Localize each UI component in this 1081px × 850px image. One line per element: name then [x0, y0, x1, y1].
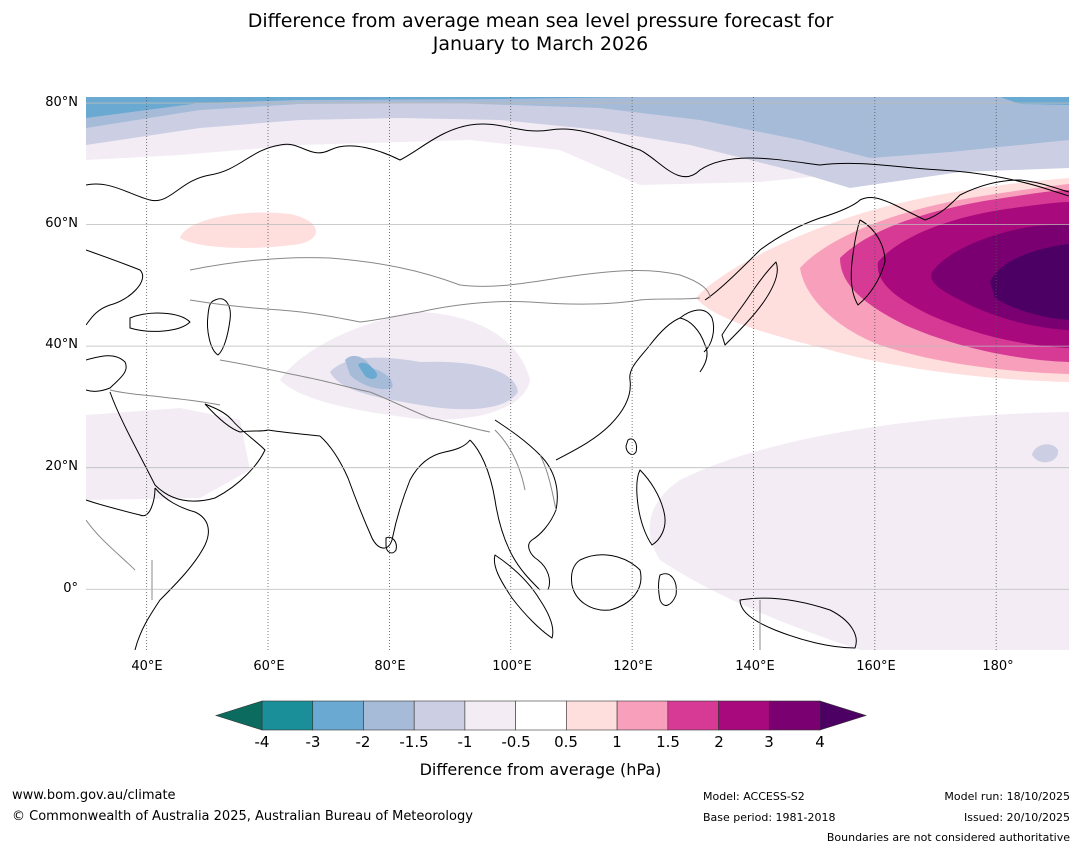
kamchatka	[850, 219, 886, 306]
map-area	[86, 97, 1069, 650]
china-east-coast	[555, 317, 708, 461]
caspian-sea	[207, 298, 231, 356]
border-india-china	[369, 391, 491, 433]
coastlines	[86, 123, 1069, 650]
india-coast	[319, 435, 471, 549]
lon-label-80e: 80°E	[374, 659, 406, 674]
website-link[interactable]: www.bom.gov.au/climate	[12, 788, 176, 803]
mediterranean-coast	[86, 355, 127, 392]
colorbar-tick: -4	[254, 733, 270, 751]
issued-date: Issued: 20/10/2025	[963, 811, 1070, 824]
africa-horn	[86, 487, 156, 517]
lon-label-100e: 100°E	[492, 659, 532, 674]
africa-east-coast	[134, 487, 209, 650]
colorbar-label: Difference from average (hPa)	[419, 760, 662, 779]
philippines	[636, 469, 666, 546]
colorbar-tick: 4	[815, 733, 825, 751]
colorbar-tick: 0.5	[554, 733, 578, 751]
lat-label-0: 0°	[63, 581, 78, 596]
lon-label-60e: 60°E	[253, 659, 285, 674]
arabia-coast	[109, 391, 266, 502]
bay-of-bengal-coast	[469, 439, 541, 591]
russia-anomaly-plus-0-5	[180, 212, 317, 248]
sri-lanka	[385, 536, 397, 554]
model-name: Model: ACCESS-S2	[703, 790, 805, 803]
borneo	[571, 554, 642, 611]
colorbar-tick: -1	[457, 733, 473, 751]
taiwan	[625, 438, 637, 455]
border-iran-afghanistan	[219, 359, 371, 393]
border-middle-east	[109, 389, 221, 406]
colorbar-tick: 3	[764, 733, 774, 751]
tibet-anomaly-minus-2	[358, 362, 378, 379]
gridlines	[86, 97, 1069, 650]
country-borders	[86, 257, 761, 650]
lat-label-20n: 20°N	[45, 459, 78, 474]
persian-gulf-coast	[204, 403, 321, 437]
colorbar-tick: -2	[355, 733, 371, 751]
lat-label-80n: 80°N	[45, 95, 78, 110]
border-southeast-asia	[494, 429, 557, 511]
lat-label-60n: 60°N	[45, 216, 78, 231]
border-russia-kazakhstan	[189, 257, 711, 299]
lon-label-40e: 40°E	[131, 659, 163, 674]
pacific-anomaly-plus-4	[990, 244, 1069, 320]
colorbar-tick: -1.5	[399, 733, 429, 751]
border-china-mongolia	[419, 297, 701, 313]
base-period: Base period: 1981-2018	[703, 811, 836, 824]
colorbar-tick: 2	[714, 733, 724, 751]
chart-title: Difference from average mean sea level p…	[0, 10, 1081, 56]
lat-label-40n: 40°N	[45, 337, 78, 352]
colorbar-tick: -3	[305, 733, 321, 751]
lon-label-140e: 140°E	[735, 659, 775, 674]
korea-coast	[679, 309, 715, 353]
title-line-2: January to March 2026	[432, 33, 649, 55]
lon-label-180: 180°	[982, 659, 1014, 674]
disclaimer-text: Boundaries are not considered authoritat…	[826, 831, 1070, 844]
copyright-text: © Commonwealth of Australia 2025, Austra…	[12, 809, 473, 824]
eurasia-north-coast	[86, 123, 1069, 202]
japan	[721, 261, 778, 346]
pacific-anomaly-minus-0-5	[649, 412, 1069, 650]
arctic-anomaly-minus-2	[86, 97, 1069, 158]
new-guinea	[739, 597, 857, 649]
europe-west-coast	[86, 249, 143, 326]
colorbar-tick: -0.5	[501, 733, 531, 751]
lon-label-120e: 120°E	[613, 659, 653, 674]
russian-far-east-coast	[704, 179, 1069, 301]
border-kazakhstan-south	[189, 299, 421, 323]
pacific-anomaly-minus-1	[1032, 444, 1059, 463]
indochina-coast	[494, 419, 558, 591]
black-sea	[129, 312, 191, 332]
colorbar-tick: 1	[612, 733, 622, 751]
colorbar-tick: 1.5	[656, 733, 680, 751]
sulawesi	[658, 573, 677, 606]
arctic-anomaly-minus-3	[86, 97, 1069, 118]
sumatra	[493, 554, 554, 639]
border-africa-interior	[86, 519, 153, 600]
model-run-date: Model run: 18/10/2025	[944, 790, 1070, 803]
lon-label-160e: 160°E	[856, 659, 896, 674]
title-line-1: Difference from average mean sea level p…	[247, 10, 834, 32]
